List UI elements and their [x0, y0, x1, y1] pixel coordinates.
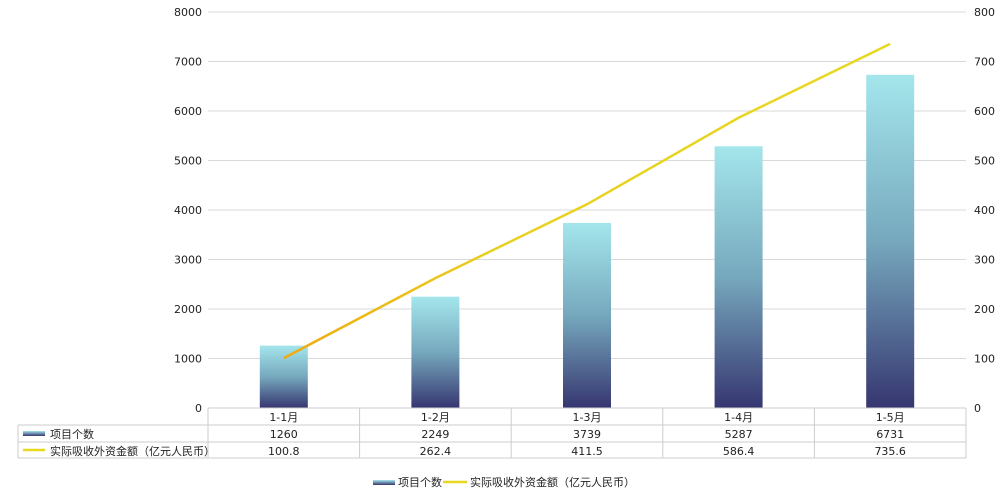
table-cell-line: 411.5 [571, 445, 603, 458]
y-left-tick-label: 7000 [174, 56, 202, 69]
y-left-tick-label: 1000 [174, 353, 202, 366]
y-left-tick-label: 5000 [174, 155, 202, 168]
y-left-tick-label: 3000 [174, 254, 202, 267]
y-right-tick-label: 100 [974, 353, 995, 366]
table-cell-line: 735.6 [874, 445, 906, 458]
table-row-label-bar: 项目个数 [50, 428, 94, 441]
category-label: 1-4月 [724, 411, 753, 424]
y-right-tick-label: 200 [974, 303, 995, 316]
category-label: 1-2月 [421, 411, 450, 424]
table-cell-bar: 2249 [421, 428, 449, 441]
legend-line-label: 实际吸收外资金额（亿元人民币） [470, 475, 635, 489]
table-cell-line: 100.8 [268, 445, 300, 458]
bar-1-2月 [411, 296, 460, 408]
bar-1-1月 [259, 345, 308, 408]
y-right-tick-label: 0 [974, 402, 981, 415]
table-legend-bar-key [23, 431, 45, 436]
table-cell-bar: 3739 [573, 428, 601, 441]
y-right-tick-label: 300 [974, 254, 995, 267]
legend-bar-key [373, 480, 395, 485]
bar-1-5月 [866, 74, 915, 409]
y-left-tick-label: 4000 [174, 204, 202, 217]
table-cell-line: 586.4 [723, 445, 755, 458]
category-label: 1-5月 [876, 411, 905, 424]
bar-1-3月 [563, 222, 611, 408]
table-row-label-line: 实际吸收外资金额（亿元人民币） [50, 444, 215, 458]
y-right-tick-label: 600 [974, 105, 995, 118]
table-cell-line: 262.4 [420, 445, 452, 458]
y-right-tick-label: 500 [974, 155, 995, 168]
table-cell-bar: 1260 [270, 428, 298, 441]
y-right-tick-label: 400 [974, 204, 995, 217]
y-left-tick-label: 6000 [174, 105, 202, 118]
y-right-tick-label: 700 [974, 56, 995, 69]
table-cell-bar: 6731 [876, 428, 904, 441]
bar-1-4月 [714, 146, 763, 408]
y-left-tick-label: 0 [195, 402, 202, 415]
category-label: 1-1月 [269, 411, 298, 424]
y-left-tick-label: 8000 [174, 6, 202, 19]
legend-bar-label: 项目个数 [398, 476, 442, 489]
category-label: 1-3月 [573, 411, 602, 424]
table-cell-bar: 5287 [725, 428, 753, 441]
y-right-tick-label: 800 [974, 6, 995, 19]
y-left-tick-label: 2000 [174, 303, 202, 316]
